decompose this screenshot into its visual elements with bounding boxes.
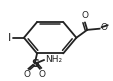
Text: S: S xyxy=(31,59,38,69)
Text: NH₂: NH₂ xyxy=(45,55,62,64)
Text: O: O xyxy=(81,11,88,20)
Text: O: O xyxy=(23,70,30,79)
Text: O: O xyxy=(38,70,45,79)
Text: I: I xyxy=(8,33,11,43)
Text: O: O xyxy=(99,23,106,32)
